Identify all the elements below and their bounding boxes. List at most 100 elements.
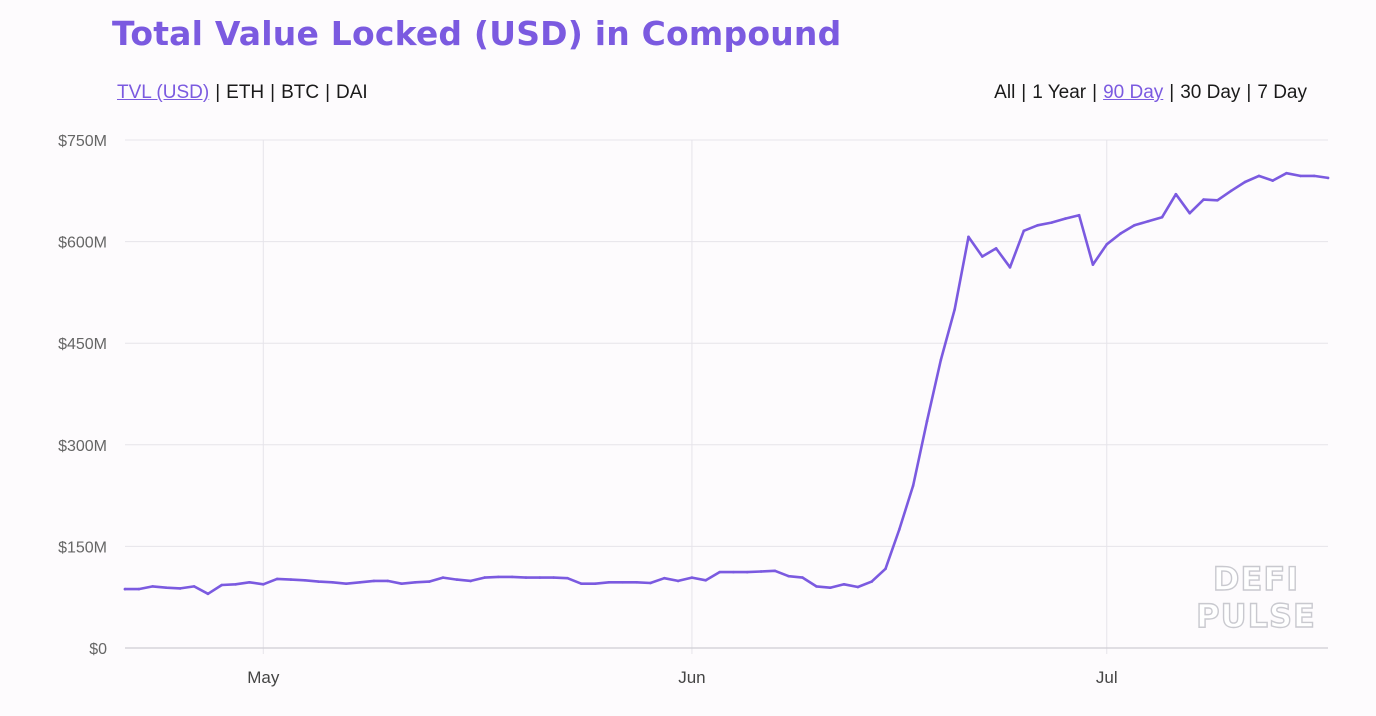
range-1-year[interactable]: 1 Year — [1032, 82, 1087, 103]
data-point — [165, 586, 168, 590]
data-point — [275, 577, 279, 581]
data-point — [414, 580, 417, 584]
data-point — [815, 585, 818, 588]
data-point — [1008, 266, 1012, 269]
data-point — [1229, 189, 1233, 193]
y-axis: $0 $150M $300M $450M $600M $750M — [58, 133, 107, 658]
data-point — [898, 528, 901, 531]
filter-separator: | — [1092, 82, 1098, 103]
data-point — [552, 576, 555, 579]
data-point — [1036, 224, 1039, 227]
chart-title: Total Value Locked (USD) in Compound — [112, 14, 842, 53]
data-point — [828, 586, 832, 590]
data-point — [1285, 171, 1288, 175]
data-point — [234, 583, 237, 586]
defi-pulse-watermark: DEFI PULSE — [1195, 559, 1315, 635]
filter-separator: | — [1169, 82, 1175, 103]
filter-separator: | — [215, 82, 221, 103]
data-point — [303, 578, 307, 582]
data-point — [248, 580, 251, 584]
data-point — [566, 576, 569, 580]
data-point — [884, 567, 887, 571]
data-point — [1299, 174, 1302, 178]
data-point — [1022, 229, 1026, 233]
data-point — [344, 582, 348, 585]
x-tick-label: May — [247, 668, 280, 687]
data-point — [1202, 198, 1205, 201]
data-point — [123, 587, 127, 591]
data-point — [621, 580, 625, 584]
data-point — [607, 580, 611, 584]
data-point — [593, 582, 597, 585]
x-tick-label: Jul — [1096, 668, 1118, 687]
filter-dai[interactable]: DAI — [336, 82, 368, 103]
data-point — [1133, 224, 1136, 227]
filter-separator: | — [325, 82, 331, 103]
data-point — [455, 578, 459, 581]
data-point — [718, 570, 721, 574]
data-point — [994, 247, 998, 250]
data-point — [220, 583, 224, 587]
data-point — [773, 569, 777, 573]
data-point — [1174, 192, 1178, 196]
y-tick-label: $450M — [58, 336, 107, 353]
data-point — [538, 576, 542, 579]
data-point — [676, 579, 680, 583]
data-point — [317, 580, 320, 583]
filter-eth[interactable]: ETH — [226, 82, 265, 103]
data-point — [510, 575, 514, 579]
data-point — [151, 585, 154, 588]
filter-tvl-usd[interactable]: TVL (USD) — [117, 82, 210, 103]
y-tick-label: $300M — [58, 438, 107, 455]
data-point — [137, 587, 141, 591]
filter-btc[interactable]: BTC — [281, 82, 320, 103]
data-point — [289, 578, 293, 581]
data-point — [953, 308, 956, 311]
range-30-day[interactable]: 30 Day — [1180, 82, 1241, 103]
watermark-line-1: DEFI — [1213, 560, 1299, 598]
data-point — [925, 419, 929, 423]
data-point — [690, 576, 694, 579]
data-point — [179, 587, 182, 590]
data-point — [580, 582, 583, 585]
data-point — [441, 576, 445, 579]
x-axis: May Jun Jul — [125, 647, 1328, 687]
range-filter-bar: All | 1 Year | 90 Day | 30 Day | 7 Day — [994, 82, 1307, 104]
data-point — [206, 592, 210, 596]
data-point — [1119, 232, 1122, 235]
data-point — [842, 583, 846, 586]
data-point — [1063, 217, 1067, 220]
data-point — [1160, 215, 1164, 219]
data-point — [400, 582, 403, 585]
data-point — [1077, 213, 1081, 217]
data-point — [745, 570, 749, 574]
range-7-day[interactable]: 7 Day — [1257, 82, 1307, 103]
y-tick-label: $750M — [58, 133, 107, 150]
data-point — [261, 583, 265, 586]
data-point — [386, 579, 390, 583]
data-point — [1243, 180, 1247, 184]
data-point — [331, 580, 334, 584]
data-point — [497, 575, 500, 579]
data-point — [1216, 198, 1219, 202]
data-point — [635, 580, 638, 584]
series-layer — [123, 171, 1330, 596]
y-tick-label: $150M — [58, 539, 107, 556]
data-point — [1326, 176, 1330, 180]
y-tick-label: $0 — [89, 641, 107, 658]
range-all[interactable]: All — [994, 82, 1016, 103]
data-point — [469, 579, 472, 583]
data-point — [427, 580, 431, 583]
data-point — [1105, 243, 1109, 246]
data-point — [1312, 174, 1316, 178]
data-point — [1050, 221, 1053, 224]
data-point — [911, 484, 915, 487]
range-90-day[interactable]: 90 Day — [1103, 82, 1164, 103]
data-point — [870, 580, 873, 583]
data-point — [372, 579, 376, 583]
data-point — [1188, 211, 1192, 215]
data-point — [358, 580, 362, 584]
x-tick-label: Jun — [678, 668, 705, 687]
data-point — [649, 581, 652, 585]
